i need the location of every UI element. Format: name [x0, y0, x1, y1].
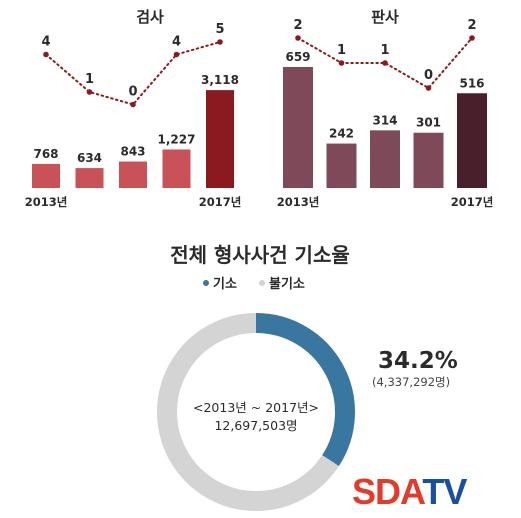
line-point-label: 1 — [337, 43, 346, 58]
line-point — [130, 101, 136, 108]
x-tick-label: 2013년 — [277, 195, 320, 209]
legend-label: 불기소 — [269, 277, 305, 292]
chart-title: 판사 — [371, 8, 399, 26]
line-point-label: 4 — [172, 35, 181, 50]
donut-highlight-percent: 34.2% — [378, 348, 458, 374]
bar-value-label: 843 — [120, 145, 145, 159]
sdatv-logo: SDATV — [352, 471, 467, 512]
line-point-label: 2 — [467, 18, 476, 33]
bar-value-label: 314 — [372, 113, 397, 127]
legend-marker — [203, 280, 209, 286]
donut-chart: <2013년 ~ 2017년> 12,697,503명 34.2%(4,337,29… — [157, 313, 458, 511]
bar — [283, 67, 313, 188]
bar — [119, 161, 147, 188]
line-point-label: 5 — [215, 22, 224, 37]
x-tick-label: 2017년 — [451, 195, 494, 209]
chart-title: 검사 — [136, 8, 164, 26]
bar-value-label: 242 — [329, 127, 354, 141]
line-point — [295, 35, 301, 41]
donut-title: 전체 형사사건 기소율 — [170, 243, 350, 267]
line-point-label: 1 — [380, 43, 389, 58]
line-point-label: 4 — [41, 35, 50, 50]
bar-value-label: 301 — [416, 116, 441, 130]
line-point — [43, 51, 49, 58]
donut-center-total: 12,697,503명 — [214, 418, 297, 433]
line-point — [86, 89, 93, 95]
bar — [457, 93, 487, 188]
judge-chart: 판사 659 2013년 242 314 301 516 2017년 2 1 1 0 2 — [277, 8, 494, 209]
line-series — [45, 41, 221, 106]
bar — [206, 90, 234, 188]
bar-value-label: 1,227 — [158, 132, 196, 146]
line-point-label: 0 — [424, 68, 433, 83]
line-point — [425, 85, 432, 91]
legend-label: 기소 — [213, 277, 237, 292]
donut-center-period: <2013년 ~ 2017년> — [193, 400, 319, 415]
bar — [326, 143, 357, 188]
donut-legend: 기소 불기소 — [203, 277, 305, 292]
line-point-label: 0 — [128, 85, 137, 100]
donut-highlight-count: (4,337,292명) — [372, 375, 450, 389]
donut-slice — [157, 313, 339, 511]
line-point — [173, 51, 180, 58]
logo-tv: TV — [422, 471, 467, 512]
line-point-label: 1 — [85, 72, 94, 87]
bar — [162, 149, 191, 188]
line-point — [338, 60, 345, 66]
bar-value-label: 634 — [77, 151, 102, 165]
bar-value-label: 659 — [285, 50, 310, 64]
bar — [413, 132, 444, 188]
legend-marker — [259, 280, 265, 286]
line-point-label: 2 — [293, 18, 302, 33]
bar — [75, 168, 104, 188]
donut-slice — [255, 313, 355, 467]
x-tick-label: 2013년 — [25, 195, 68, 209]
bar-value-label: 768 — [33, 147, 58, 161]
prosecutor-chart: 검사 768 2013년 634 843 1,227 3,118 2017년 4 1 0 4 5 — [25, 8, 242, 209]
line-point — [469, 35, 475, 41]
line-point — [382, 60, 388, 66]
logo-sda: SDA — [352, 471, 423, 512]
bar — [32, 163, 60, 188]
bar-value-label: 3,118 — [201, 73, 239, 87]
line-point — [217, 39, 223, 45]
bar — [370, 130, 400, 188]
bar-value-label: 516 — [459, 76, 484, 90]
x-tick-label: 2017년 — [199, 195, 242, 209]
line-series — [297, 37, 473, 90]
